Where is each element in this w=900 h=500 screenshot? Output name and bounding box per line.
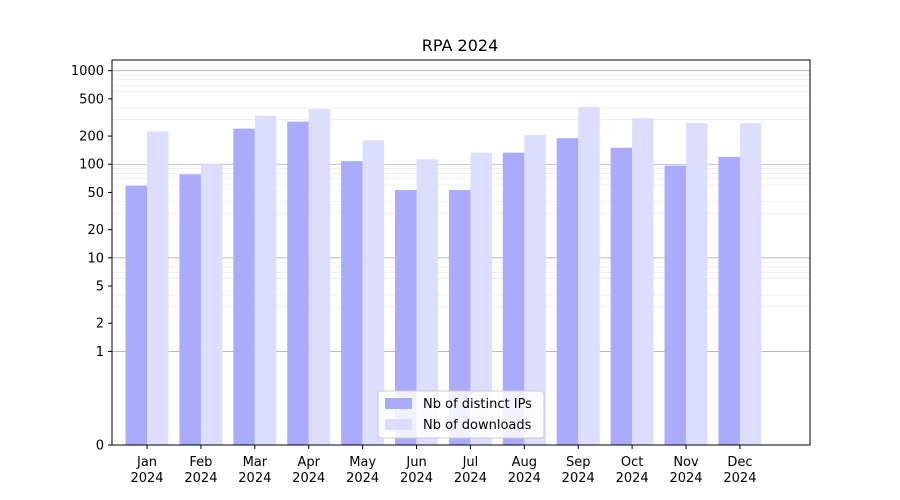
y-tick-label: 500 bbox=[79, 92, 104, 107]
y-tick-label: 5 bbox=[96, 280, 104, 295]
x-tick-label-month: Jun bbox=[405, 455, 426, 470]
bar-distinct-ips bbox=[179, 174, 201, 445]
bar-downloads bbox=[578, 106, 600, 445]
x-tick-label-month: Dec bbox=[727, 455, 752, 470]
bar-downloads bbox=[739, 123, 762, 446]
bar-downloads bbox=[147, 131, 169, 445]
y-tick-label: 0 bbox=[96, 439, 104, 454]
x-tick-label-month: Feb bbox=[189, 455, 212, 470]
x-tick-label-year: 2024 bbox=[508, 471, 541, 486]
x-tick-label-year: 2024 bbox=[723, 471, 756, 486]
bars bbox=[125, 106, 762, 446]
y-tick-label: 1000 bbox=[71, 64, 104, 79]
x-tick-label-year: 2024 bbox=[238, 471, 271, 486]
bar-distinct-ips bbox=[287, 121, 309, 446]
bar-downloads bbox=[308, 108, 331, 446]
bar-downloads bbox=[362, 140, 385, 445]
x-tick-label-year: 2024 bbox=[562, 471, 595, 486]
y-tick-label: 50 bbox=[87, 186, 104, 201]
grid-lines bbox=[112, 70, 810, 352]
bar-downloads bbox=[632, 118, 654, 445]
x-tick-label-month: Mar bbox=[243, 455, 268, 470]
x-tick-label-month: May bbox=[349, 455, 376, 470]
y-tick-label: 20 bbox=[87, 223, 104, 238]
bar-distinct-ips bbox=[233, 128, 255, 445]
x-tick-label-year: 2024 bbox=[400, 471, 433, 486]
bar-downloads bbox=[524, 135, 546, 445]
x-tick-label-year: 2024 bbox=[669, 471, 702, 486]
y-tick-label: 1 bbox=[96, 345, 104, 360]
bar-distinct-ips bbox=[502, 152, 525, 445]
bar-downloads bbox=[254, 115, 277, 445]
bar-downloads bbox=[470, 152, 492, 445]
x-tick-label-month: Jul bbox=[462, 455, 479, 470]
y-tick-label: 200 bbox=[79, 130, 104, 145]
bar-distinct-ips bbox=[664, 165, 687, 446]
bar-distinct-ips bbox=[718, 156, 740, 446]
plot-frame bbox=[111, 59, 811, 446]
x-tick-label-month: Nov bbox=[673, 455, 699, 470]
x-tick-label-year: 2024 bbox=[130, 471, 163, 486]
bar-distinct-ips bbox=[395, 190, 417, 445]
bar-downloads bbox=[416, 159, 439, 446]
y-axis: 0 1 2 5 10 20 50 100 200 500 1000 bbox=[71, 64, 112, 454]
legend-label-downloads: Nb of downloads bbox=[423, 418, 532, 433]
bar-distinct-ips bbox=[448, 190, 471, 445]
x-tick-label-year: 2024 bbox=[346, 471, 379, 486]
x-tick-label-year: 2024 bbox=[454, 471, 487, 486]
x-tick-label-month: Oct bbox=[621, 455, 643, 470]
legend-swatch-downloads bbox=[385, 419, 412, 430]
x-tick-label-month: Sep bbox=[566, 455, 591, 470]
x-tick-label-month: Aug bbox=[512, 455, 537, 470]
legend: Nb of distinct IPs Nb of downloads bbox=[377, 390, 545, 439]
bar-distinct-ips bbox=[610, 147, 633, 445]
x-axis: Jan2024Feb2024Mar2024Apr2024May2024Jun20… bbox=[130, 445, 756, 486]
x-tick-label-month: Apr bbox=[297, 455, 320, 470]
bar-distinct-ips bbox=[556, 138, 579, 446]
y-tick-label: 10 bbox=[87, 251, 104, 266]
y-tick-label: 2 bbox=[96, 317, 104, 332]
chart-title: RPA 2024 bbox=[422, 36, 499, 55]
x-tick-label-year: 2024 bbox=[292, 471, 325, 486]
x-tick-label-year: 2024 bbox=[184, 471, 217, 486]
bar-downloads bbox=[200, 164, 223, 445]
bar-distinct-ips bbox=[125, 185, 148, 446]
legend-swatch-distinct-ips bbox=[385, 398, 412, 409]
bar-downloads bbox=[686, 123, 708, 446]
y-tick-label: 100 bbox=[79, 158, 104, 173]
bar-distinct-ips bbox=[341, 161, 363, 445]
legend-box bbox=[377, 390, 545, 439]
x-tick-label-year: 2024 bbox=[616, 471, 649, 486]
legend-label-distinct-ips: Nb of distinct IPs bbox=[423, 397, 532, 412]
x-tick-label-month: Jan bbox=[136, 455, 157, 470]
